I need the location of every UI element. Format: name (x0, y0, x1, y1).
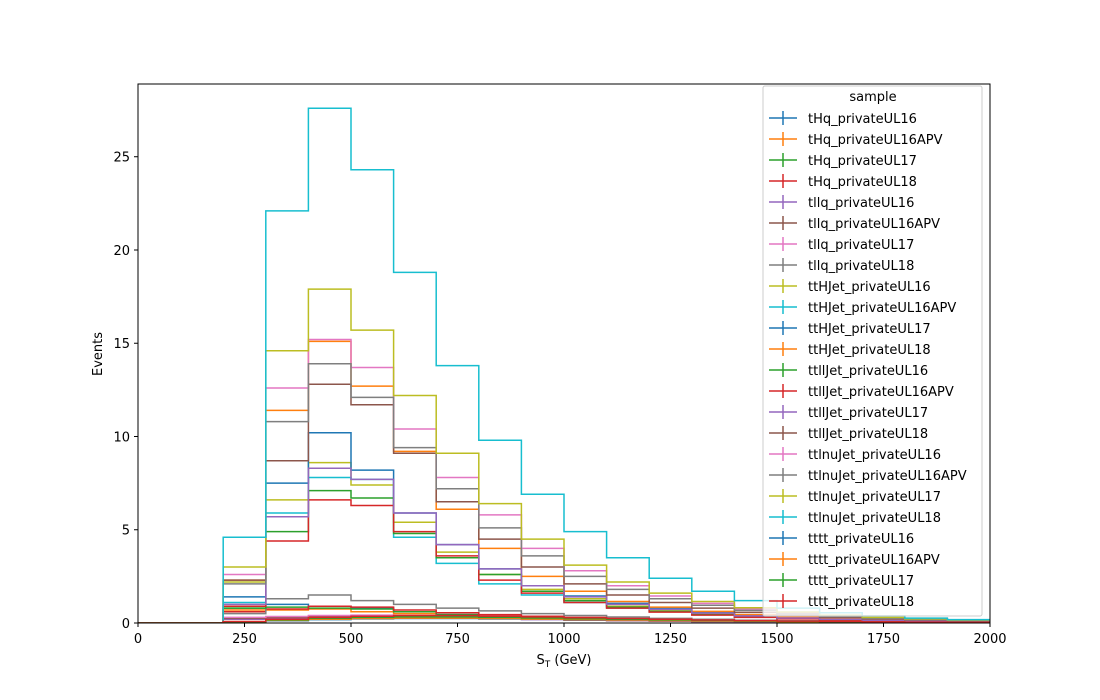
x-tick-label: 1000 (547, 632, 580, 647)
legend-entry: tllq_privateUL16APV (769, 216, 940, 232)
legend-entry: tllq_privateUL16 (769, 195, 914, 211)
legend-entry: tHq_privateUL16 (769, 111, 917, 127)
legend-entry: ttHJet_privateUL17 (769, 321, 931, 337)
legend-title: sample (849, 90, 896, 105)
legend-label: tttt_privateUL17 (808, 574, 914, 589)
legend-entry: ttHJet_privateUL18 (769, 342, 931, 358)
legend-entry: ttllJet_privateUL16 (769, 363, 928, 379)
legend-label: tttt_privateUL16APV (808, 553, 940, 568)
x-tick-label: 1250 (654, 632, 687, 647)
x-tick-label: 500 (339, 632, 364, 647)
legend-label: ttHJet_privateUL16APV (808, 301, 956, 316)
legend-label: ttHJet_privateUL17 (808, 322, 931, 337)
x-tick-label: 250 (232, 632, 257, 647)
y-axis: 0 5 10 15 20 25 (113, 151, 138, 632)
legend-entry: tttt_privateUL17 (769, 573, 914, 589)
x-tick-label: 1500 (760, 632, 793, 647)
y-tick-label: 5 (122, 524, 130, 539)
y-tick-label: 15 (113, 337, 130, 352)
legend-label: ttllJet_privateUL17 (808, 406, 928, 421)
legend-label: ttlnuJet_privateUL16 (808, 448, 941, 463)
legend-entry: ttHJet_privateUL16 (769, 279, 931, 295)
y-tick-label: 0 (122, 617, 130, 632)
legend-entry: tHq_privateUL18 (769, 174, 917, 190)
x-axis-label: ST (GeV) (536, 653, 591, 670)
legend-label: ttlnuJet_privateUL18 (808, 511, 941, 526)
legend-label: ttllJet_privateUL16 (808, 364, 928, 379)
y-axis-label: Events (91, 332, 106, 376)
legend-label: ttHJet_privateUL18 (808, 343, 931, 358)
legend-entry: ttllJet_privateUL18 (769, 426, 928, 442)
x-axis: 0 250 500 750 1000 1250 1500 1750 2000 (134, 623, 1007, 647)
legend-label: ttlnuJet_privateUL16APV (808, 469, 967, 484)
legend-entry: tttt_privateUL16 (769, 531, 914, 547)
series-line-ttllJet_privateUL17 (138, 467, 990, 623)
series-line-ttllJet_privateUL18 (138, 383, 990, 623)
legend-label: tHq_privateUL18 (808, 175, 917, 190)
y-tick-label: 10 (113, 430, 130, 445)
legend-entry: ttlnuJet_privateUL17 (769, 489, 941, 505)
x-tick-label: 0 (134, 632, 142, 647)
x-axis-label-sub: T (544, 660, 551, 670)
legend-entry: ttllJet_privateUL17 (769, 405, 928, 421)
x-axis-label-unit: (GeV) (550, 653, 591, 668)
legend: sample tHq_privateUL16 tHq_privateUL16APV… (762, 85, 983, 617)
legend-entry: tHq_privateUL17 (769, 153, 917, 169)
legend-entry: tttt_privateUL18 (769, 594, 914, 610)
series-layer (138, 107, 990, 623)
legend-label: ttllJet_privateUL16APV (808, 385, 954, 400)
legend-label: tHq_privateUL17 (808, 154, 917, 169)
legend-entry: tllq_privateUL18 (769, 258, 914, 274)
legend-label: tHq_privateUL16 (808, 112, 917, 127)
legend-label: ttlnuJet_privateUL17 (808, 490, 941, 505)
legend-label: ttHJet_privateUL16 (808, 280, 931, 295)
legend-label: tHq_privateUL16APV (808, 133, 943, 148)
x-tick-label: 1750 (867, 632, 900, 647)
legend-entry: ttlnuJet_privateUL16APV (769, 468, 967, 484)
y-tick-label: 20 (113, 244, 130, 259)
y-tick-label: 25 (113, 151, 130, 166)
legend-entry: tHq_privateUL16APV (769, 132, 943, 148)
legend-entry: ttlnuJet_privateUL18 (769, 510, 941, 526)
legend-entry: ttHJet_privateUL16APV (769, 300, 956, 316)
x-tick-label: 2000 (973, 632, 1006, 647)
legend-label: ttllJet_privateUL18 (808, 427, 928, 442)
legend-entry: tttt_privateUL16APV (769, 552, 940, 568)
legend-label: tttt_privateUL18 (808, 595, 914, 610)
legend-label: tllq_privateUL16 (808, 196, 914, 211)
legend-label: tllq_privateUL18 (808, 259, 914, 274)
legend-entry: ttllJet_privateUL16APV (769, 384, 954, 400)
legend-entry: ttlnuJet_privateUL16 (769, 447, 941, 463)
legend-entry: tllq_privateUL17 (769, 237, 914, 253)
legend-label: tllq_privateUL16APV (808, 217, 940, 232)
series-line-tttt_privateUL18 (138, 614, 990, 623)
x-tick-label: 750 (445, 632, 470, 647)
legend-box (762, 85, 983, 617)
legend-label: tttt_privateUL16 (808, 532, 914, 547)
x-axis-label-main: S (536, 653, 544, 668)
legend-label: tllq_privateUL17 (808, 238, 914, 253)
